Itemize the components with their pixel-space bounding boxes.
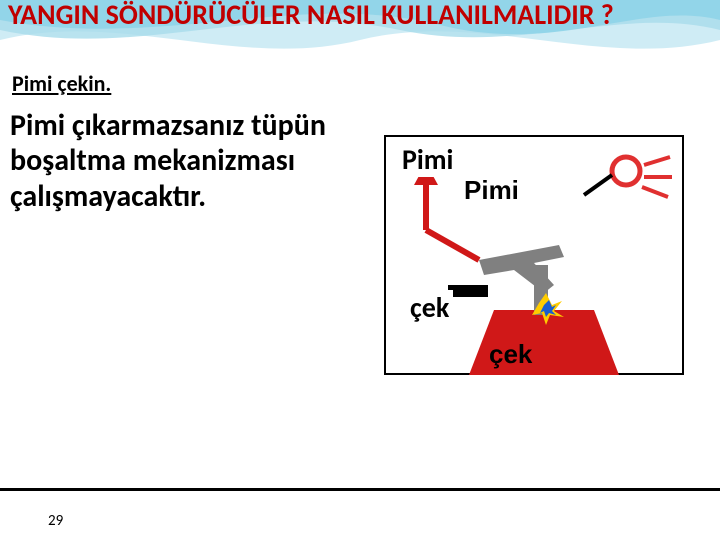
page-number: 29 — [48, 512, 63, 530]
motion-1-icon — [644, 157, 670, 165]
pin-stem-icon — [584, 175, 612, 195]
motion-3-icon — [642, 187, 668, 197]
slide-container: YANGIN SÖNDÜRÜCÜLER NASIL KULLANILMALIDI… — [0, 0, 720, 540]
diagram-inner-top-label: Pimi — [464, 175, 519, 205]
slide-title: YANGIN SÖNDÜRÜCÜLER NASIL KULLANILMALIDI… — [8, 0, 708, 31]
diagram-overlay-top: Pimi — [398, 142, 457, 177]
body-text: Pimi çıkarmazsanız tüpün boşaltma mekani… — [10, 108, 340, 214]
handle-icon — [479, 245, 564, 293]
footer-divider — [0, 488, 720, 491]
step-heading: Pimi çekin. — [12, 70, 111, 97]
pin-ring-icon — [612, 157, 640, 185]
nozzle-icon — [448, 285, 488, 297]
diagram-inner-bottom-label: çek — [489, 339, 533, 369]
diagram-overlay-bottom: çek — [406, 290, 453, 325]
